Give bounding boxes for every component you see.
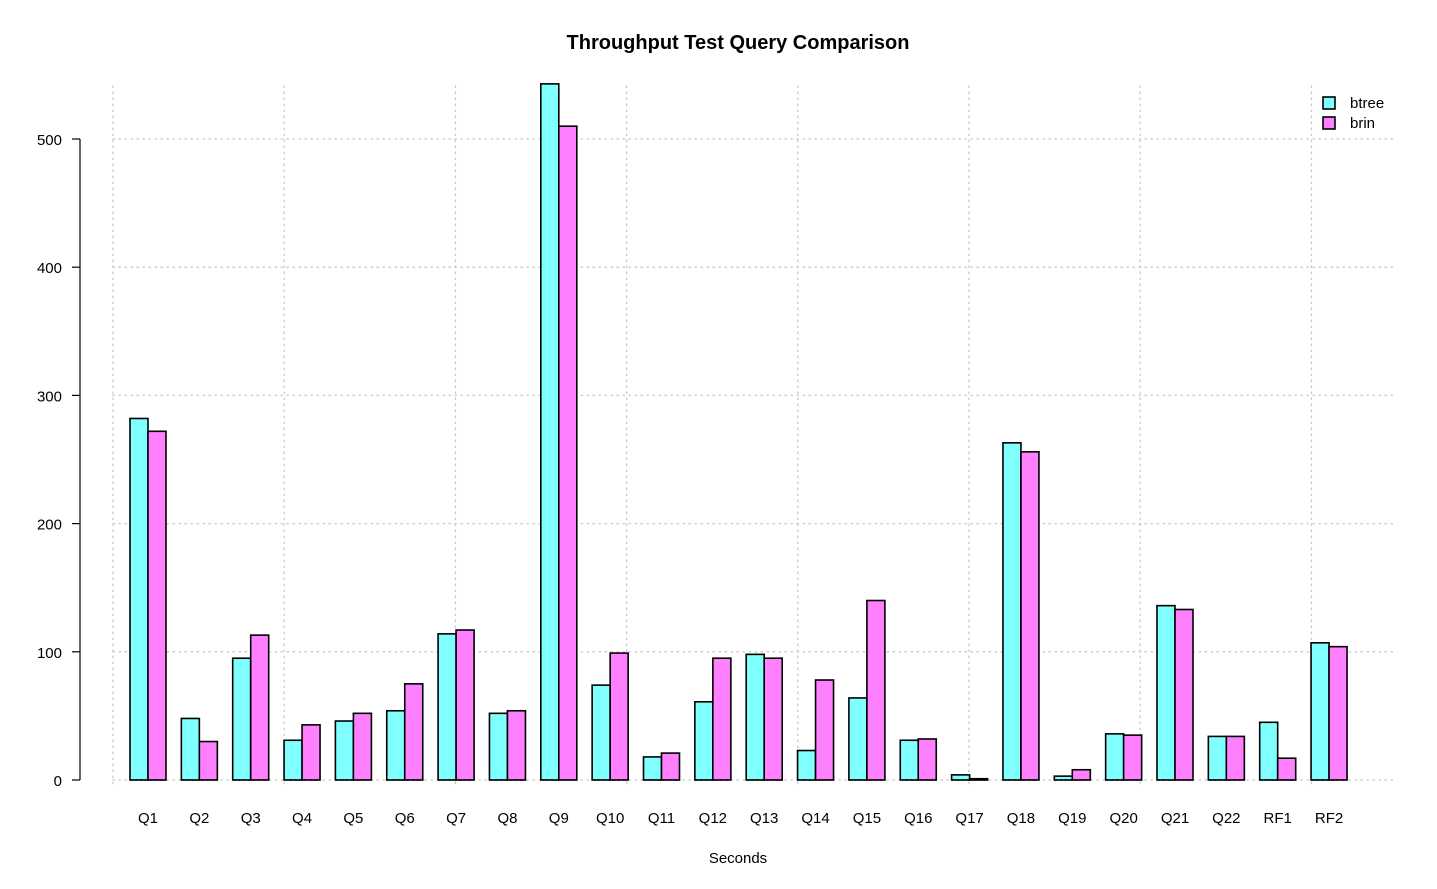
x-tick-label: Q21	[1161, 810, 1189, 827]
bar-btree-Q15	[848, 697, 868, 781]
bar-btree-Q17	[950, 774, 971, 781]
x-tick-label: Q16	[904, 810, 932, 827]
bar-brin-Q3	[249, 634, 270, 781]
bar-btree-Q8	[488, 712, 509, 781]
x-tick-label: Q19	[1058, 810, 1086, 827]
x-tick-label: Q12	[699, 810, 727, 827]
bar-btree-Q18	[1002, 442, 1022, 781]
bar-btree-Q9	[539, 83, 560, 781]
bar-btree-Q10	[591, 684, 611, 781]
x-tick-label: Q8	[497, 810, 517, 827]
bar-btree-Q20	[1104, 733, 1125, 781]
bar-btree-Q2	[180, 717, 201, 781]
bar-brin-Q7	[455, 629, 475, 781]
x-tick-label: Q3	[241, 810, 261, 827]
x-tick-label: Q11	[648, 810, 675, 827]
y-tick-label: 500	[37, 132, 62, 149]
bar-btree-Q1	[129, 417, 149, 781]
x-tick-label: Q7	[446, 810, 466, 827]
x-tick-label: Q20	[1109, 810, 1137, 827]
x-tick-label: Q10	[596, 810, 624, 827]
legend-swatch-brin	[1322, 116, 1336, 130]
y-tick-label: 0	[54, 773, 62, 790]
bar-btree-Q12	[694, 700, 714, 781]
bar-btree-Q3	[231, 657, 252, 781]
x-tick-label: Q17	[955, 810, 983, 827]
bar-btree-Q4	[283, 739, 303, 781]
x-tick-label: Q1	[138, 810, 158, 827]
bar-brin-Q20	[1122, 734, 1143, 781]
bar-btree-Q13	[745, 653, 766, 781]
chart-title: Throughput Test Query Comparison	[567, 32, 910, 54]
x-tick-label: Q4	[292, 810, 312, 827]
bar-btree-RF1	[1258, 721, 1279, 781]
bar-brin-Q16	[917, 738, 938, 781]
bar-brin-Q5	[352, 712, 373, 781]
bars	[129, 83, 1348, 781]
y-tick-label: 200	[37, 517, 62, 534]
bar-brin-Q9	[557, 125, 578, 781]
bar-brin-Q4	[301, 724, 321, 781]
bar-brin-Q22	[1225, 735, 1246, 781]
x-axis-title: Seconds	[709, 850, 767, 867]
bar-brin-Q10	[609, 652, 629, 781]
bar-brin-Q6	[403, 683, 424, 781]
bar-brin-Q12	[712, 657, 732, 781]
bar-brin-Q13	[763, 657, 784, 781]
bar-btree-Q16	[899, 739, 920, 781]
x-tick-label: Q13	[750, 810, 778, 827]
x-tick-label: Q18	[1007, 810, 1035, 827]
y-tick-label: 100	[37, 645, 62, 662]
bar-btree-Q6	[385, 709, 406, 781]
bar-brin-Q1	[147, 430, 167, 781]
bar-brin-Q2	[198, 740, 219, 781]
x-tick-label: Q6	[395, 810, 415, 827]
bar-btree-Q5	[334, 720, 355, 781]
x-tick-label: Q5	[343, 810, 363, 827]
x-tick-label: Q22	[1212, 810, 1240, 827]
y-axis: 0 100 200 300 400 500	[37, 132, 81, 790]
x-axis-labels: Q1 Q2 Q3 Q4 Q5 Q6 Q7 Q8 Q9 Q10 Q11 Q12 Q13 Q14 Q15 Q16 Q…	[138, 810, 1343, 827]
bar-btree-Q7	[437, 633, 457, 781]
x-tick-label: RF2	[1315, 810, 1343, 827]
bar-brin-Q11	[660, 752, 681, 781]
bar-brin-Q14	[814, 679, 835, 781]
bar-brin-Q21	[1174, 608, 1194, 781]
y-tick-label: 400	[37, 260, 62, 277]
bar-brin-Q19	[1071, 768, 1092, 781]
bar-btree-Q14	[796, 749, 817, 781]
bar-brin-Q15	[866, 599, 886, 781]
bar-btree-Q11	[642, 756, 663, 781]
x-tick-label: Q9	[549, 810, 569, 827]
bar-brin-Q18	[1020, 451, 1040, 781]
bar-btree-Q21	[1156, 604, 1176, 781]
legend-swatch-btree	[1322, 96, 1336, 110]
bar-brin-Q8	[506, 709, 527, 781]
bar-brin-RF1	[1276, 757, 1297, 781]
legend: btree brin	[1322, 95, 1384, 132]
bar-brin-RF2	[1328, 645, 1348, 781]
x-tick-label: Q2	[189, 810, 209, 827]
x-tick-label: Q15	[853, 810, 881, 827]
bar-btree-Q22	[1207, 735, 1228, 781]
y-tick-label: 300	[37, 388, 62, 405]
legend-label-brin: brin	[1350, 115, 1375, 132]
bar-btree-RF2	[1310, 642, 1330, 781]
legend-label-btree: btree	[1350, 95, 1384, 112]
x-tick-label: Q14	[801, 810, 829, 827]
x-tick-label: RF1	[1264, 810, 1292, 827]
